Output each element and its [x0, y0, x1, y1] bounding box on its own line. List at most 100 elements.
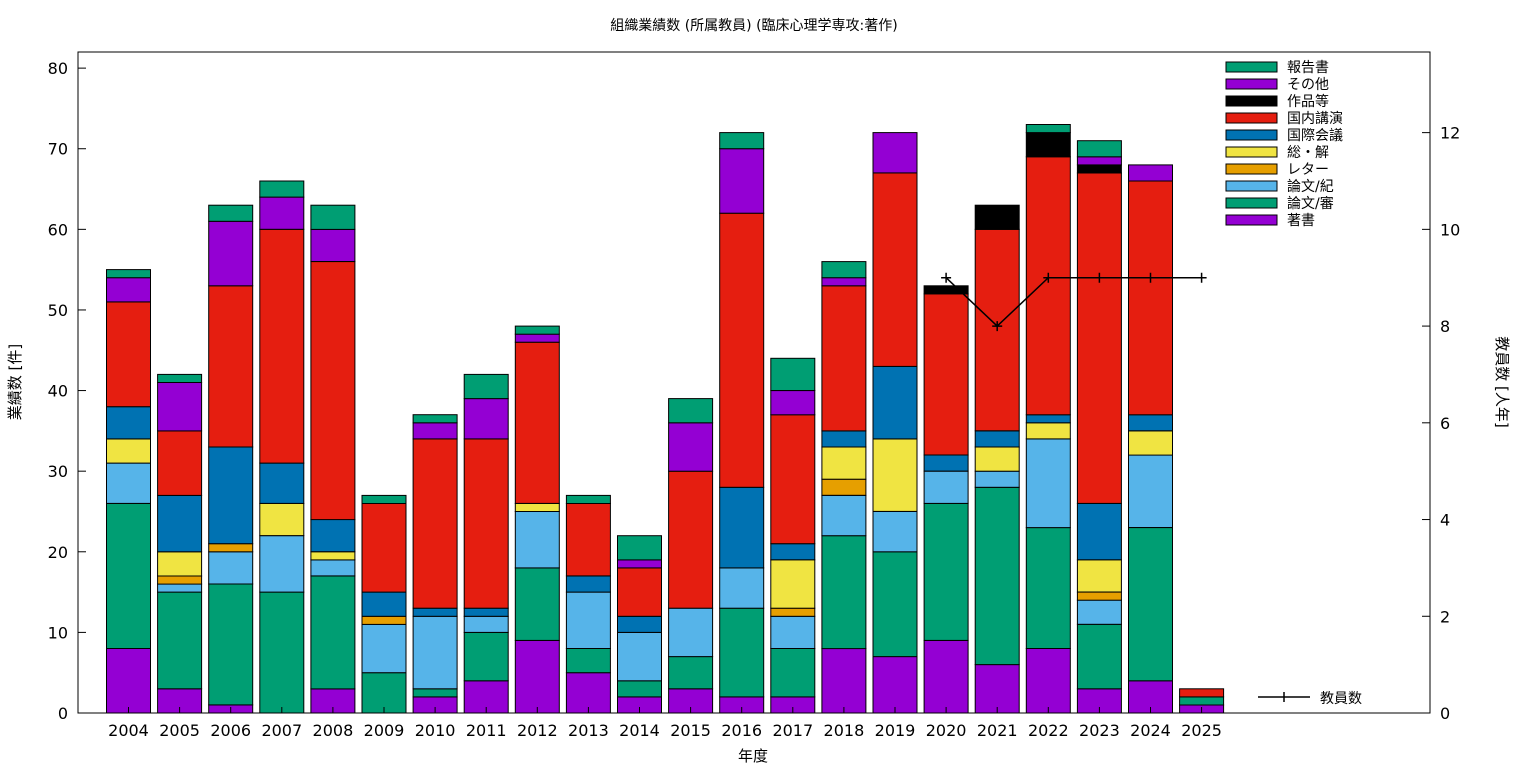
bar-2004-series-5: [106, 406, 151, 440]
bar-2022-series-5: [1025, 414, 1071, 424]
bar-2016-series-9: [719, 132, 765, 150]
bar-2006-series-9: [208, 204, 254, 222]
bar-2008-series-5: [310, 519, 356, 553]
bar-2007-series-8: [259, 196, 305, 230]
bar-2013-series-6: [565, 502, 611, 577]
bar-2016-series-8: [719, 148, 765, 214]
x-tick-label: 2024: [1130, 721, 1171, 740]
legend-label-1: 論文/審: [1287, 196, 1334, 212]
legend-swatch-5: [1225, 129, 1278, 141]
y2-tick-label: 6: [1440, 414, 1450, 433]
bar-2022-series-7: [1025, 132, 1071, 158]
y-tick-label: 40: [48, 382, 68, 401]
bar-2007-series-9: [259, 180, 305, 198]
y-tick-label: 0: [58, 704, 68, 723]
bar-2009-series-9: [361, 494, 407, 504]
bar-2023-series-3: [1076, 591, 1122, 601]
bar-2004-series-1: [106, 502, 151, 649]
bar-2007-series-5: [259, 462, 305, 504]
bar-2019-series-2: [872, 511, 918, 553]
y2-tick-label: 4: [1440, 511, 1450, 530]
bar-2022-series-1: [1025, 527, 1071, 649]
bar-2004-series-9: [106, 269, 151, 279]
bar-2005-series-6: [157, 430, 203, 496]
bar-2016-series-1: [719, 607, 765, 698]
bar-2018-series-8: [821, 277, 867, 287]
bar-2008-series-6: [310, 261, 356, 521]
axes-layer: 0 10 20 30 40 50 60 70 80 0 2 4 6 8 10 12 2004 2005 2006 20…: [48, 59, 1461, 740]
bar-2009-series-3: [361, 615, 407, 625]
bar-2025-series-6: [1179, 688, 1225, 698]
bar-2005-series-2: [157, 583, 203, 593]
bar-2013-series-2: [565, 591, 611, 649]
bar-2007-series-6: [259, 228, 305, 464]
bar-2006-series-8: [208, 220, 254, 287]
bar-2017-series-5: [770, 543, 816, 561]
bar-2024-series-1: [1128, 527, 1173, 682]
y-tick-label: 70: [48, 140, 68, 159]
legend-swatch-7: [1225, 95, 1278, 107]
bar-2010-series-6: [412, 438, 458, 609]
x-tick-label: 2005: [159, 721, 200, 740]
bar-2012-series-2: [514, 511, 560, 569]
legend-swatch-6: [1225, 112, 1278, 124]
bar-2012-series-8: [514, 333, 560, 343]
bar-2017-series-9: [770, 357, 816, 391]
bar-2013-series-9: [565, 494, 611, 504]
bar-2021-series-7: [974, 204, 1020, 230]
legend-label-5: 国際会議: [1287, 127, 1343, 144]
bar-2019-series-4: [872, 438, 918, 512]
bar-2023-series-1: [1076, 623, 1122, 690]
bar-2025-series-1: [1179, 696, 1225, 706]
bar-2022-series-2: [1025, 438, 1071, 529]
bar-2012-series-4: [514, 502, 560, 512]
x-tick-label: 2017: [772, 721, 813, 740]
bar-2005-series-4: [157, 551, 203, 577]
legend-swatch-9: [1225, 61, 1278, 73]
bar-2007-series-1: [259, 591, 305, 714]
line-point-2025: [1196, 272, 1207, 283]
bar-2009-series-5: [361, 591, 407, 617]
bar-2024-series-2: [1128, 454, 1173, 528]
x-tick-label: 2025: [1181, 721, 1222, 740]
line-point-2023: [1094, 272, 1105, 283]
y-tick-label: 50: [48, 301, 68, 320]
bar-2019-series-6: [872, 172, 918, 367]
bar-2006-series-5: [208, 446, 254, 545]
bar-2007-series-2: [259, 535, 305, 593]
bar-2020-series-6: [923, 293, 969, 456]
y-tick-label: 10: [48, 623, 68, 642]
x-tick-label: 2015: [670, 721, 711, 740]
x-tick-label: 2010: [415, 721, 456, 740]
bar-2017-series-6: [770, 414, 816, 545]
x-tick-label: 2011: [466, 721, 507, 740]
bar-2004-series-2: [106, 462, 151, 504]
line-point-2020: [941, 272, 952, 283]
bar-2020-series-2: [923, 470, 969, 504]
bar-2015-series-8: [668, 422, 714, 472]
legend-label-8: その他: [1287, 77, 1329, 93]
bar-2019-series-5: [872, 365, 918, 440]
bar-2017-series-8: [770, 390, 816, 416]
legend-label-6: 国内講演: [1287, 111, 1343, 127]
bar-2012-series-0: [514, 640, 560, 714]
x-tick-label: 2023: [1079, 721, 1120, 740]
x-tick-label: 2016: [721, 721, 762, 740]
x-tick-label: 2009: [364, 721, 405, 740]
bar-2017-series-2: [770, 615, 816, 649]
line-point-2022: [1043, 272, 1054, 283]
bar-2009-series-2: [361, 623, 407, 674]
bar-2018-series-2: [821, 494, 867, 537]
bar-2023-series-5: [1076, 502, 1122, 561]
bar-2013-series-5: [565, 575, 611, 593]
bar-2011-series-5: [463, 607, 509, 617]
legend-swatch-0: [1225, 214, 1278, 226]
bar-2013-series-1: [565, 648, 611, 674]
bar-2014-series-5: [617, 615, 662, 633]
bar-2010-series-5: [412, 607, 458, 617]
bar-2008-series-2: [310, 559, 356, 577]
x-tick-label: 2012: [517, 721, 558, 740]
y2-tick-label: 2: [1440, 607, 1450, 626]
bar-2020-series-7: [923, 285, 969, 295]
